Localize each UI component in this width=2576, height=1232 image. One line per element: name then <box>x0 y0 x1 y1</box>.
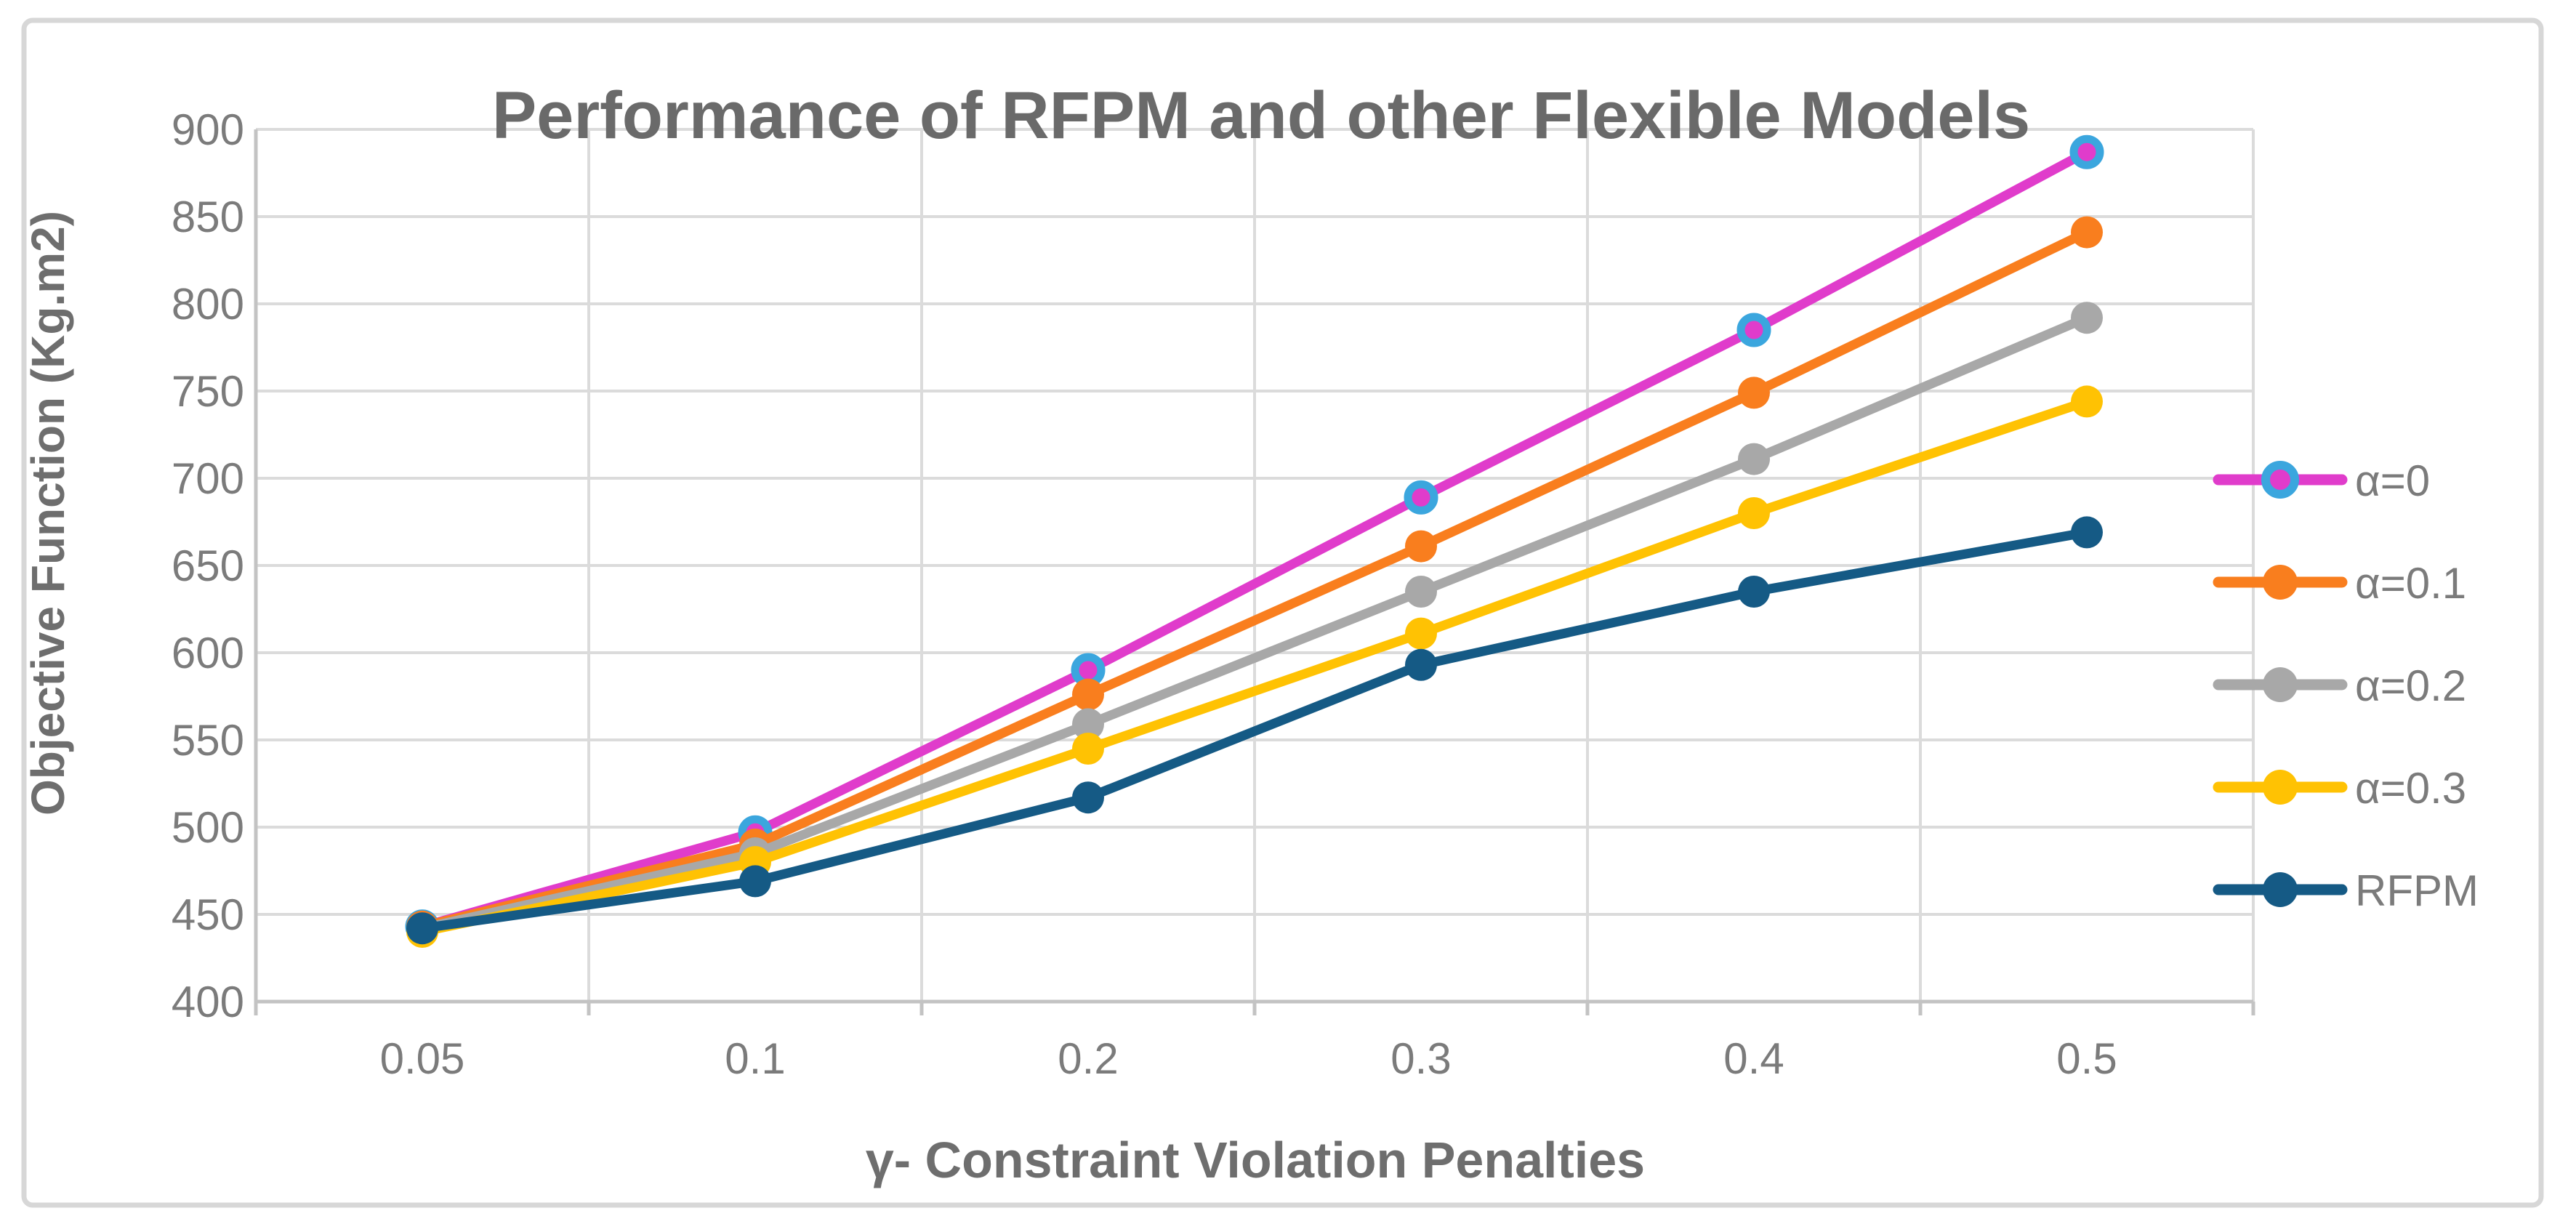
legend-label: α=0.3 <box>2355 764 2466 813</box>
y-tick-label: 450 <box>172 890 244 939</box>
marker-α=0.1 <box>2071 216 2103 249</box>
legend-marker <box>2263 667 2298 702</box>
y-tick-label: 900 <box>172 105 244 154</box>
x-tick-label: 0.5 <box>2056 1034 2117 1083</box>
legend-item: α=0 <box>2213 456 2430 505</box>
legend-item: α=0.3 <box>2213 764 2466 813</box>
axes <box>254 129 2255 1015</box>
x-tick-label: 0.1 <box>725 1034 785 1083</box>
legend-label: α=0.2 <box>2355 661 2466 710</box>
marker-α=0.3 <box>1072 733 1104 765</box>
y-tick-label: 750 <box>172 367 244 416</box>
x-tick-labels: 0.05 0.1 0.2 0.3 0.4 0.5 <box>380 1034 2117 1083</box>
x-tick-label: 0.4 <box>1723 1034 1784 1083</box>
legend-label: RFPM <box>2355 866 2479 915</box>
legend-marker <box>2263 565 2298 600</box>
legend-item: α=0.2 <box>2213 661 2466 710</box>
series-line-α=0.1 <box>417 228 2092 932</box>
marker-RFPM <box>1072 781 1104 814</box>
chart-title: Performance of RFPM and other Flexible M… <box>492 78 2030 153</box>
marker-RFPM <box>739 865 771 898</box>
legend-item: RFPM <box>2213 866 2479 915</box>
marker-α=0.2 <box>1072 708 1104 741</box>
x-tick-label: 0.2 <box>1058 1034 1118 1083</box>
legend-label: α=0.1 <box>2355 559 2466 608</box>
legend-marker <box>2261 461 2299 499</box>
y-tick-label: 800 <box>172 280 244 329</box>
legend-marker <box>2263 770 2298 805</box>
legend-item: α=0.1 <box>2213 559 2466 608</box>
y-axis-title: Objective Function (Kg.m2) <box>22 211 74 816</box>
x-axis-title: γ- Constraint Violation Penalties <box>866 1132 1645 1188</box>
marker-α=0.2 <box>1405 576 1437 608</box>
marker-α=0 <box>1736 313 1771 347</box>
series-line-α=0.3 <box>417 396 2092 937</box>
y-tick-label: 700 <box>172 454 244 503</box>
series-line-α=0.2 <box>417 313 2092 933</box>
legend-marker <box>2263 872 2298 907</box>
y-tick-label: 600 <box>172 629 244 677</box>
y-tick-labels: 400 450 500 550 600 650 700 750 800 850 900 <box>172 105 244 1026</box>
marker-RFPM <box>1405 648 1437 681</box>
series-plot <box>405 134 2104 948</box>
marker-RFPM <box>406 912 438 945</box>
y-tick-label: 400 <box>172 978 244 1026</box>
marker-RFPM <box>2071 516 2103 549</box>
marker-α=0.3 <box>2071 385 2103 418</box>
marker-RFPM <box>1738 576 1770 608</box>
chart-border <box>21 17 2544 1208</box>
y-tick-label: 650 <box>172 541 244 590</box>
x-tick-label: 0.05 <box>380 1034 465 1083</box>
marker-α=0 <box>2069 134 2104 169</box>
y-tick-label: 550 <box>172 716 244 765</box>
marker-α=0.2 <box>1738 443 1770 475</box>
marker-α=0.3 <box>1405 617 1437 650</box>
y-tick-label: 500 <box>172 803 244 852</box>
marker-α=0.3 <box>1738 497 1770 529</box>
marker-α=0.1 <box>1738 377 1770 409</box>
series-line-RFPM <box>417 527 2092 933</box>
series-line-α=0 <box>417 147 2092 932</box>
x-tick-label: 0.3 <box>1390 1034 1451 1083</box>
legend: α=0 α=0.1 α=0.2 α=0.3 RFPM <box>2213 456 2479 915</box>
marker-α=0.1 <box>1405 530 1437 563</box>
marker-α=0.2 <box>2071 302 2103 334</box>
legend-label: α=0 <box>2355 456 2430 505</box>
marker-α=0 <box>1404 480 1438 515</box>
marker-α=0.1 <box>1072 678 1104 711</box>
y-tick-label: 850 <box>172 193 244 241</box>
